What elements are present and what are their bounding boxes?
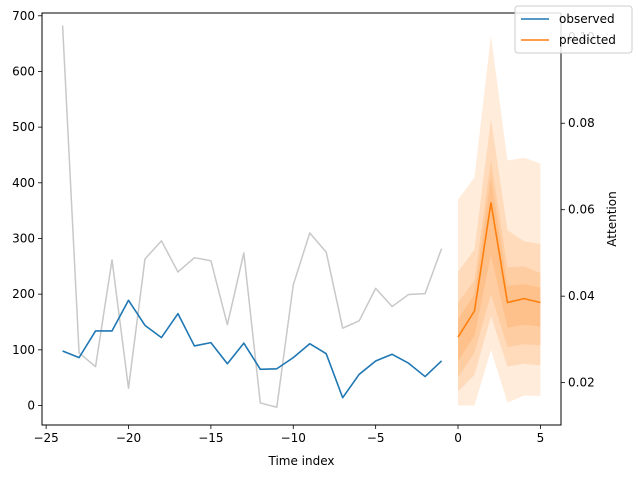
y-tick-label: 200 (12, 287, 35, 301)
y2-tick-label: 0.04 (568, 289, 595, 303)
y2-axis-label: Attention (605, 191, 619, 246)
y-axis-right: 0.020.040.060.080.10 (561, 30, 595, 390)
x-tick-label: −25 (33, 431, 58, 445)
y-tick-label: 500 (12, 120, 35, 134)
series-line-predicted (457, 202, 541, 338)
series-line-attention (61, 25, 443, 409)
x-tick-label: 0 (454, 431, 462, 445)
series-line-observed (62, 299, 443, 399)
y-tick-label: 600 (12, 64, 35, 78)
quantile-band-3 (458, 160, 541, 378)
y2-tick-label: 0.08 (568, 116, 595, 130)
x-tick-label: −20 (116, 431, 141, 445)
y-tick-label: 0 (27, 399, 35, 413)
quantile-bands (458, 35, 541, 406)
x-axis-label: Time index (267, 454, 334, 468)
y-tick-label: 100 (12, 343, 35, 357)
legend-label-predicted: predicted (559, 33, 616, 47)
y-axis-left: 0 100 200 300 400 500 600 700 (12, 9, 42, 413)
y-tick-label: 400 (12, 176, 35, 190)
series-lines (61, 25, 541, 409)
y2-tick-label: 0.06 (568, 203, 595, 217)
x-axis: −25 −20 −15 −10 −5 0 5 (33, 425, 544, 445)
quantile-band-1 (458, 35, 541, 406)
quantile-band-4 (458, 177, 541, 361)
x-tick-label: 5 (537, 431, 545, 445)
x-tick-label: −10 (281, 431, 306, 445)
legend-box (514, 5, 633, 54)
y-tick-label: 300 (12, 231, 35, 245)
y-tick-label: 700 (12, 9, 35, 23)
legend-label-observed: observed (559, 12, 615, 26)
legend: observed predicted (514, 5, 633, 54)
x-tick-label: −15 (198, 431, 223, 445)
y2-tick-label: 0.02 (568, 376, 595, 390)
plot-frame (41, 12, 562, 426)
x-tick-label: −5 (367, 431, 385, 445)
